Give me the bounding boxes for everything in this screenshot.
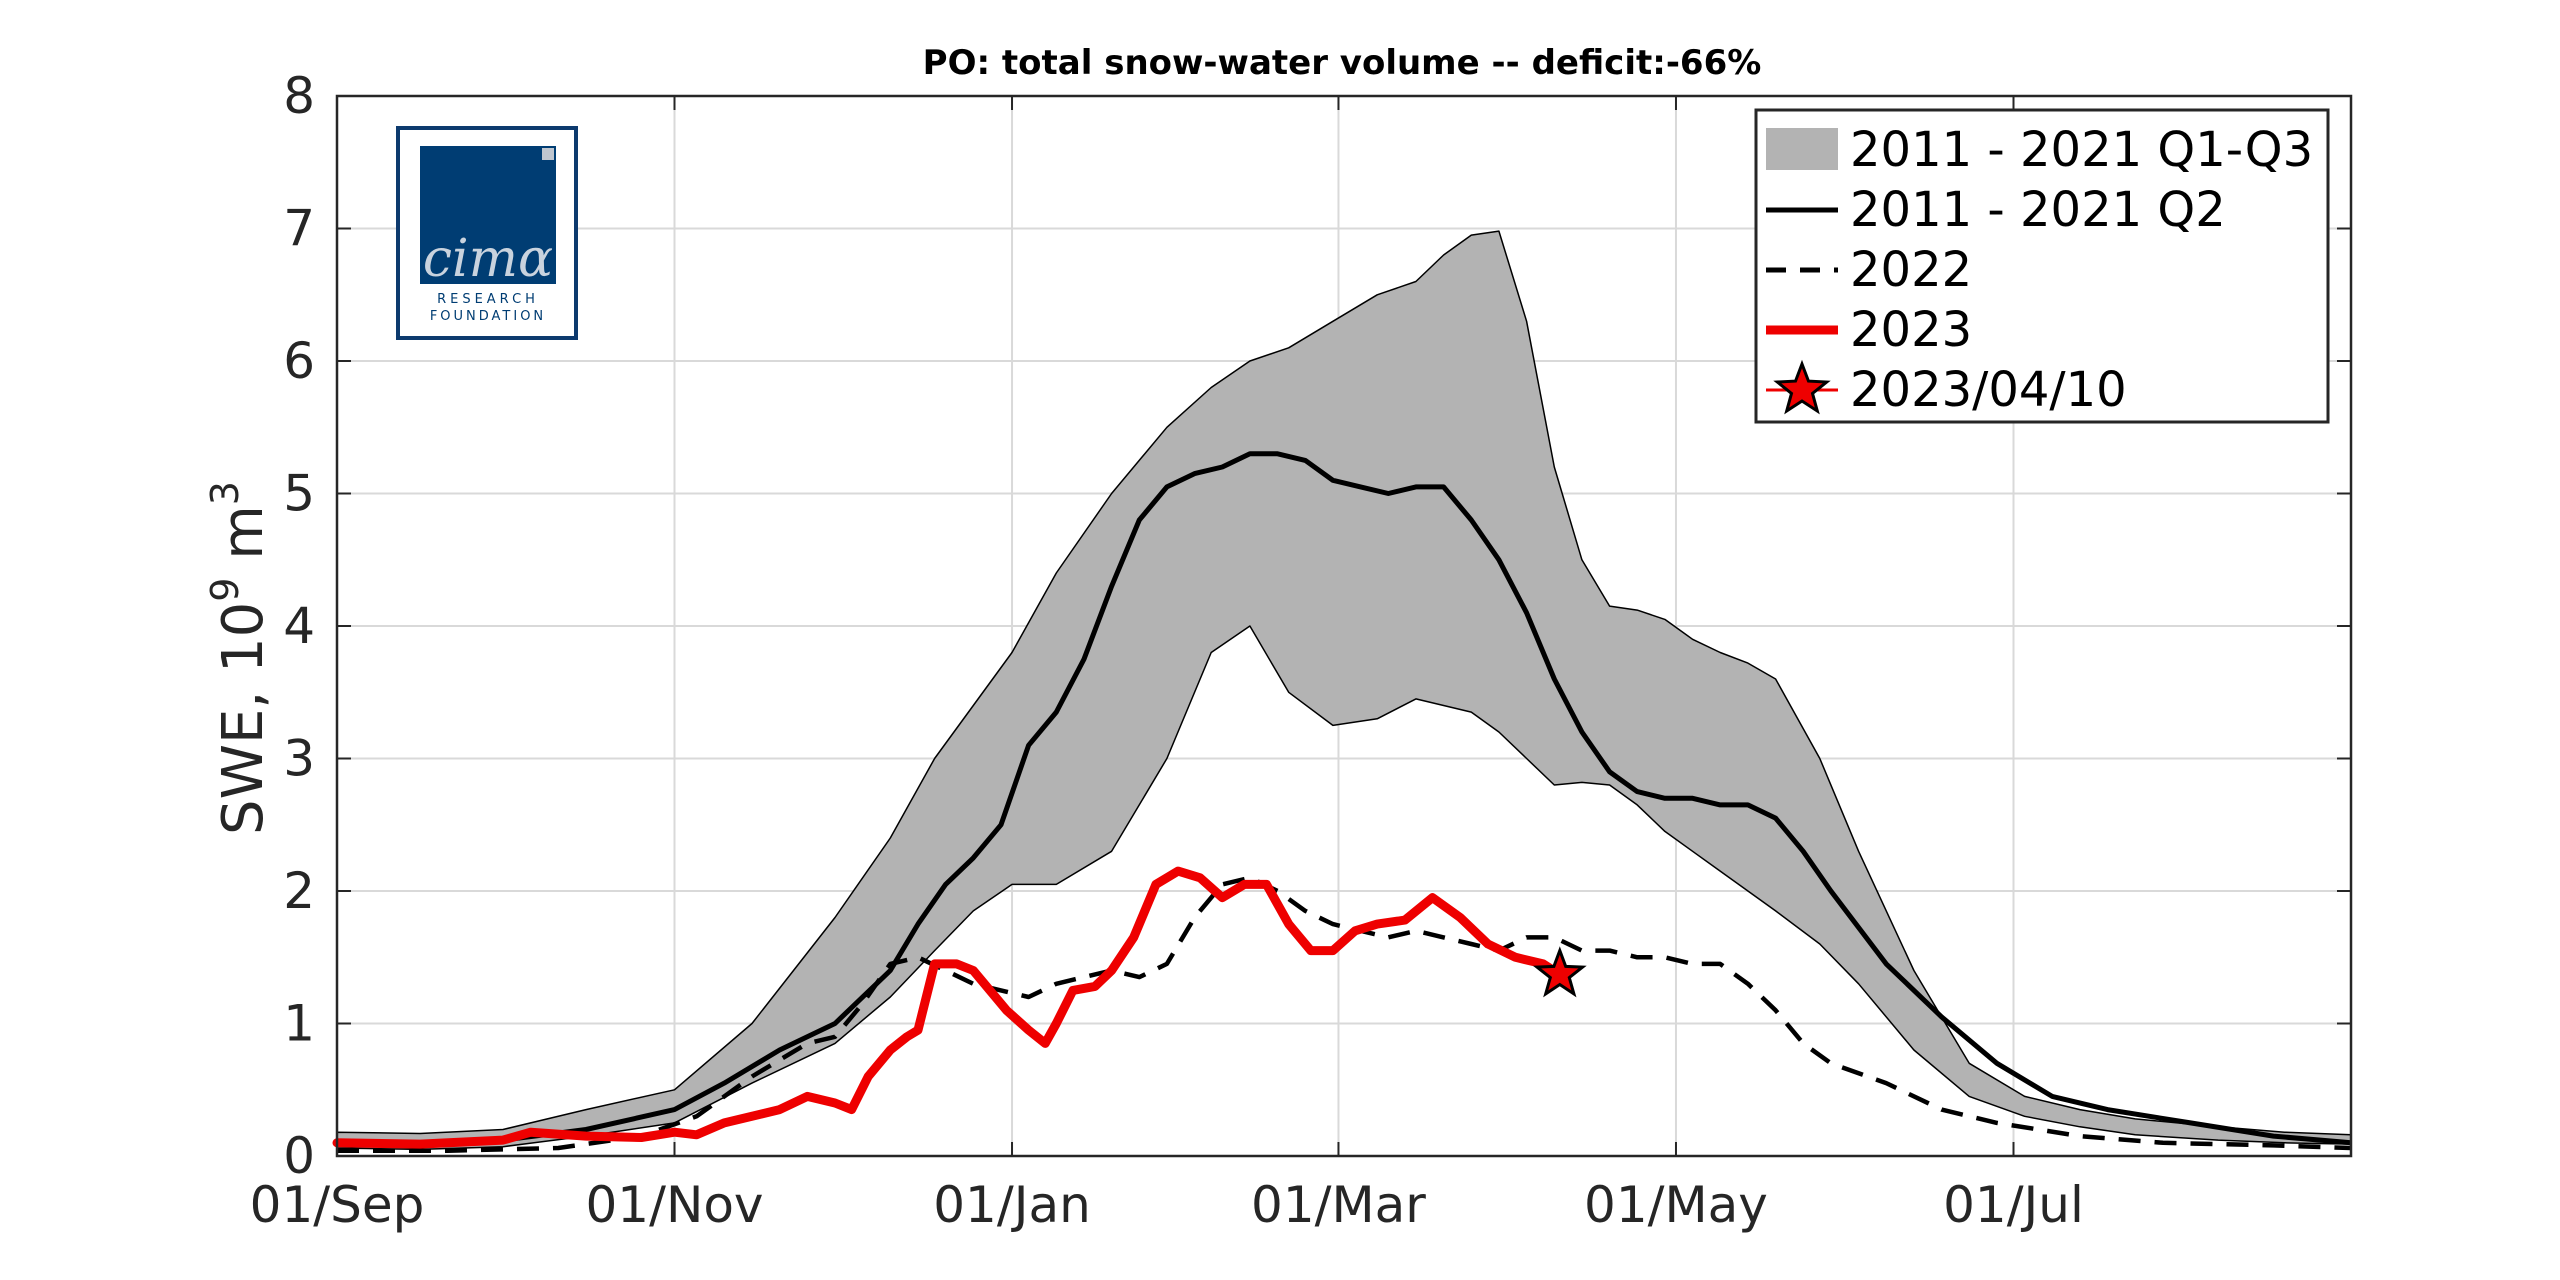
y-tick-labels: 0 1 2 3 4 5 6 7 8 (283, 67, 315, 1185)
y-axis-label-base: SWE, 10 (211, 602, 276, 835)
y-tick-label: 1 (283, 995, 315, 1053)
x-tick-label: 01/Sep (250, 1176, 425, 1234)
legend-swatch-star-icon (1773, 359, 1831, 415)
cima-logo: cimα RESEARCH FOUNDATION (396, 126, 578, 340)
svg-text:RESEARCH: RESEARCH (437, 292, 539, 307)
legend-label-marker: 2023/04/10 (1850, 362, 2127, 418)
legend-box (1754, 108, 2330, 424)
y-tick-label: 5 (283, 465, 315, 523)
x-tick-label: 01/May (1584, 1176, 1768, 1234)
axes-box (335, 94, 2353, 1158)
chart-title: PO: total snow-water volume -- deficit:-… (923, 43, 1762, 83)
y-axis-label-exponent: 9 (203, 578, 247, 602)
y-tick-label: 3 (283, 730, 315, 788)
y-tick-label: 4 (283, 597, 315, 655)
y-axis-label-unit-exponent: 3 (203, 481, 247, 505)
x-tick-label: 01/Jan (933, 1176, 1091, 1234)
x-tick-label: 01/Mar (1251, 1176, 1426, 1234)
x-tick-label: 01/Jul (1943, 1176, 2084, 1234)
legend-swatch-band (1766, 128, 1838, 170)
plot-frame (335, 94, 2353, 1158)
x-tick-labels: 01/Sep 01/Nov 01/Jan 01/Mar 01/May 01/Jul (250, 1176, 2084, 1234)
legend-label-band: 2011 - 2021 Q1-Q3 (1850, 122, 2313, 178)
y-tick-label: 6 (283, 332, 315, 390)
y-tick-label: 7 (283, 200, 315, 258)
y-tick-label: 0 (283, 1127, 315, 1185)
x-tick-label: 01/Nov (585, 1176, 763, 1234)
marker-star-icon (1532, 946, 1587, 998)
y-axis-label: SWE, 109 m3 (203, 481, 276, 835)
y-tick-label: 8 (283, 67, 315, 125)
legend-label-2022: 2022 (1850, 242, 1972, 298)
svg-text:cimα: cimα (423, 229, 553, 289)
y-axis-label-unit: m (211, 505, 276, 577)
legend: 2011 - 2021 Q1-Q3 2011 - 2021 Q2 2022 20… (1754, 108, 2330, 424)
series-line-q2 (337, 451, 2352, 1146)
y-tick-label: 2 (283, 862, 315, 920)
series-line-2022 (337, 875, 2352, 1153)
legend-label-2023: 2023 (1850, 302, 1972, 358)
svg-text:FOUNDATION: FOUNDATION (430, 309, 546, 324)
series-line-2023 (332, 866, 1565, 1149)
legend-label-q2: 2011 - 2021 Q2 (1850, 182, 2226, 238)
